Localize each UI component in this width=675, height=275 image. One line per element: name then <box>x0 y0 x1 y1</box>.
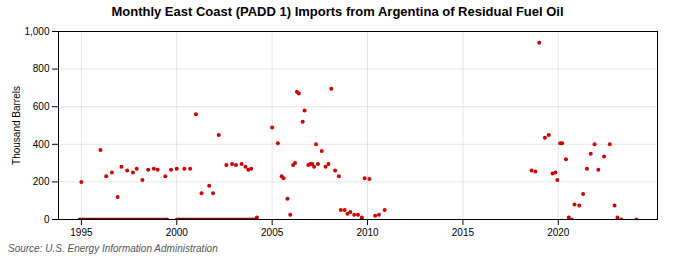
html-text:Source: U.S. Energy Informatio: Source: U.S. Energy Information Administ… <box>8 243 218 254</box>
html-text:Monthly East Coast (PADD 1) Im: Monthly East Coast (PADD 1) Imports from… <box>111 4 564 19</box>
svg-text:1995: 1995 <box>70 227 93 238</box>
svg-text:400: 400 <box>33 139 50 150</box>
svg-text:200: 200 <box>33 176 50 187</box>
svg-text:2005: 2005 <box>261 227 284 238</box>
svg-text:1,000: 1,000 <box>24 26 49 37</box>
svg-text:Thousand Barrels: Thousand Barrels <box>11 86 22 165</box>
svg-text:800: 800 <box>33 63 50 74</box>
svg-text:2015: 2015 <box>452 227 475 238</box>
svg-text:2020: 2020 <box>547 227 570 238</box>
svg-text:2000: 2000 <box>166 227 189 238</box>
svg-text:2010: 2010 <box>356 227 379 238</box>
svg-text:0: 0 <box>44 214 50 225</box>
svg-text:600: 600 <box>33 101 50 112</box>
